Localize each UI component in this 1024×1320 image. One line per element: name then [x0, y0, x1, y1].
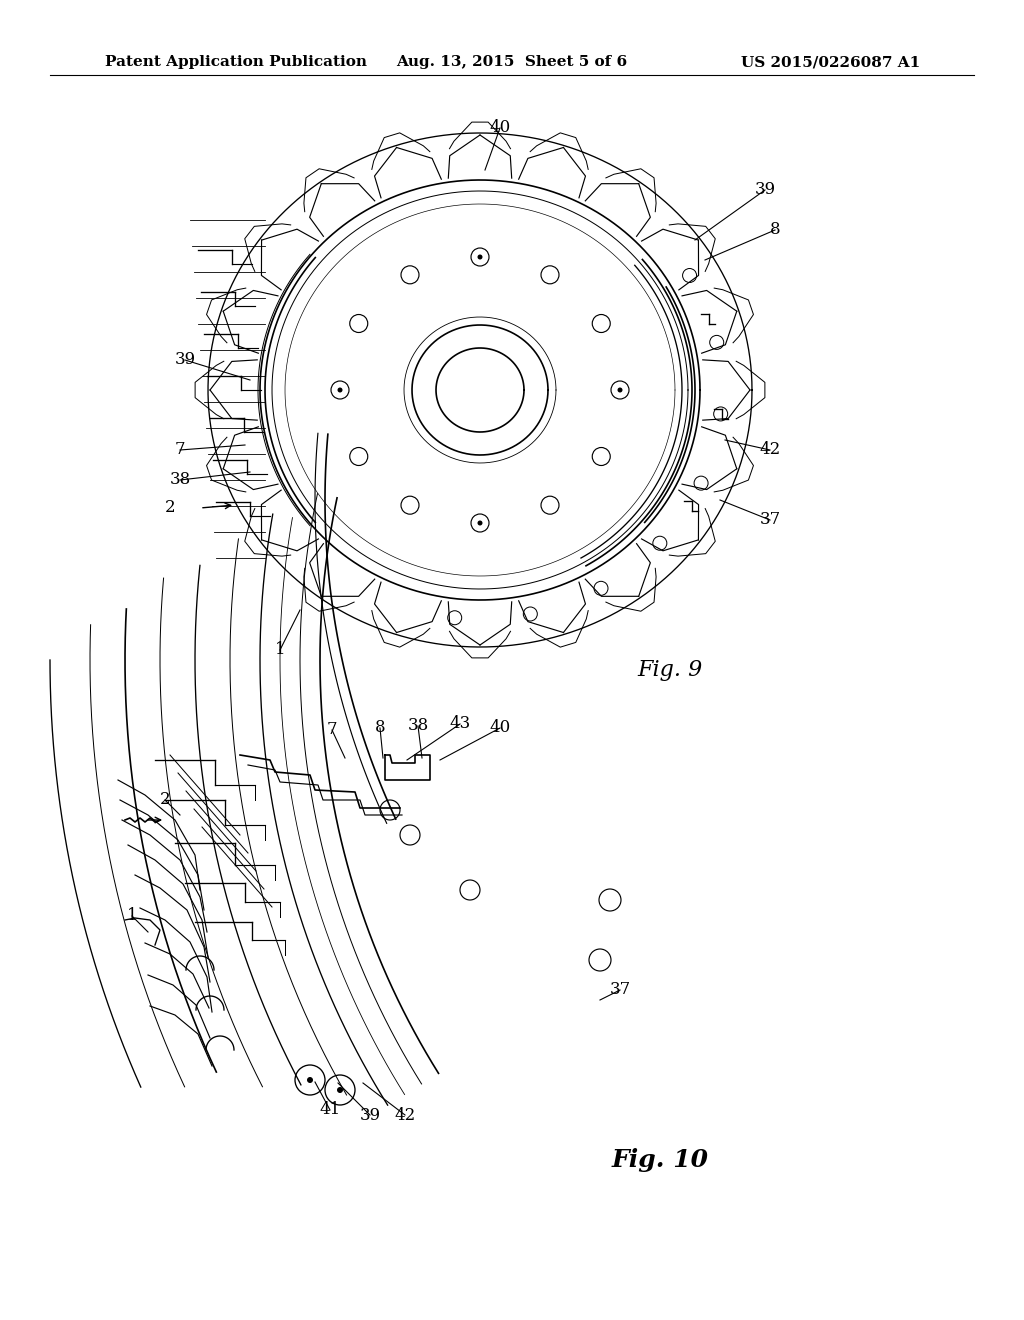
Text: 40: 40 [489, 120, 511, 136]
Text: 39: 39 [174, 351, 196, 368]
Circle shape [477, 255, 482, 260]
Circle shape [337, 1086, 343, 1093]
Text: 8: 8 [770, 222, 780, 239]
Text: Fig. 10: Fig. 10 [611, 1148, 709, 1172]
Circle shape [338, 388, 342, 392]
Circle shape [307, 1077, 313, 1082]
Text: 41: 41 [319, 1101, 341, 1118]
Text: 7: 7 [327, 722, 337, 738]
Text: 40: 40 [489, 719, 511, 737]
Text: 39: 39 [359, 1106, 381, 1123]
Text: Patent Application Publication: Patent Application Publication [105, 55, 367, 69]
Text: 43: 43 [450, 715, 471, 733]
Text: 42: 42 [394, 1106, 416, 1123]
Text: 42: 42 [760, 441, 780, 458]
Text: Fig. 9: Fig. 9 [637, 659, 702, 681]
Text: 37: 37 [609, 982, 631, 998]
Text: Aug. 13, 2015  Sheet 5 of 6: Aug. 13, 2015 Sheet 5 of 6 [396, 55, 628, 69]
Text: 2: 2 [165, 499, 175, 516]
Text: 39: 39 [755, 181, 775, 198]
Circle shape [617, 388, 623, 392]
Text: 7: 7 [175, 441, 185, 458]
Text: 1: 1 [127, 908, 137, 924]
Text: 37: 37 [760, 511, 780, 528]
Text: 1: 1 [274, 642, 286, 659]
Text: US 2015/0226087 A1: US 2015/0226087 A1 [740, 55, 920, 69]
Text: 38: 38 [169, 471, 190, 488]
Text: 38: 38 [408, 718, 429, 734]
Circle shape [477, 520, 482, 525]
Text: 2: 2 [160, 792, 170, 808]
Text: 8: 8 [375, 719, 385, 737]
